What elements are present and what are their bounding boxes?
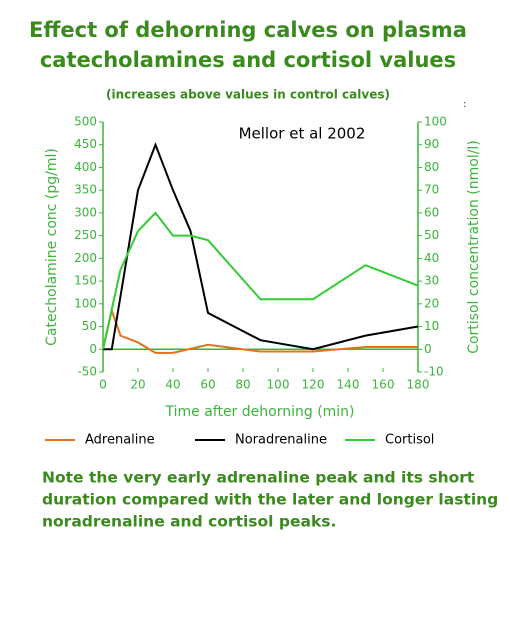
chart-title: Effect of dehorning calves on plasma xyxy=(29,18,467,42)
annotation: Mellor et al 2002 xyxy=(239,125,366,143)
y2-tick-label: 100 xyxy=(424,115,447,129)
y2-tick-label: 70 xyxy=(424,183,439,197)
y-tick-label: 50 xyxy=(82,319,97,333)
y-tick-label: 450 xyxy=(74,137,97,151)
x-tick-label: 60 xyxy=(200,378,215,392)
corner-mark: : xyxy=(463,99,466,110)
x-tick-label: 180 xyxy=(407,378,430,392)
note: duration compared with the later and lon… xyxy=(42,491,498,509)
y-tick-label: 200 xyxy=(74,251,97,265)
legend-label: Adrenaline xyxy=(85,433,155,448)
note: noradrenaline and cortisol peaks. xyxy=(42,513,336,531)
chart-title: catecholamines and cortisol values xyxy=(40,48,456,72)
y2-tick-label: 80 xyxy=(424,160,439,174)
x-axis-label: Time after dehorning (min) xyxy=(164,404,354,420)
x-tick-label: 140 xyxy=(337,378,360,392)
y-tick-label: 150 xyxy=(74,274,97,288)
y2-tick-label: 60 xyxy=(424,205,439,219)
y2-tick-label: 20 xyxy=(424,296,439,310)
y2-tick-label: -10 xyxy=(424,365,444,379)
y2-tick-label: 90 xyxy=(424,137,439,151)
x-tick-label: 80 xyxy=(235,378,250,392)
y2-tick-label: 0 xyxy=(424,342,432,356)
y-tick-label: 500 xyxy=(74,115,97,129)
x-tick-label: 20 xyxy=(130,378,145,392)
x-tick-label: 120 xyxy=(302,378,325,392)
data-line xyxy=(103,141,419,351)
data-line xyxy=(102,307,418,354)
y2-tick-label: 40 xyxy=(424,251,439,265)
legend-label: Cortisol xyxy=(385,433,434,448)
y2-tick-label: 30 xyxy=(424,274,439,288)
y-tick-label: 300 xyxy=(74,205,97,219)
y2-tick-label: 10 xyxy=(424,319,439,333)
y-tick-label: 0 xyxy=(89,342,97,356)
y-tick-label: 400 xyxy=(74,160,97,174)
y-axis-label: Catecholamine conc (pg/ml) xyxy=(44,148,60,346)
note: Note the very early adrenaline peak and … xyxy=(42,469,475,487)
y-tick-label: 350 xyxy=(74,183,97,197)
x-tick-label: 160 xyxy=(372,378,395,392)
data-line xyxy=(102,211,419,350)
legend-label: Noradrenaline xyxy=(235,433,327,448)
y2-axis-label: Cortisol concentration (nmol/l) xyxy=(466,140,482,354)
y-tick-label: -50 xyxy=(77,365,97,379)
subtitle: (increases above values in control calve… xyxy=(106,88,390,102)
y-tick-label: 100 xyxy=(74,296,97,310)
y-tick-label: 250 xyxy=(74,228,97,242)
x-tick-label: 100 xyxy=(267,378,290,392)
x-tick-label: 0 xyxy=(99,378,107,392)
y2-tick-label: 50 xyxy=(424,228,439,242)
x-tick-label: 40 xyxy=(165,378,180,392)
